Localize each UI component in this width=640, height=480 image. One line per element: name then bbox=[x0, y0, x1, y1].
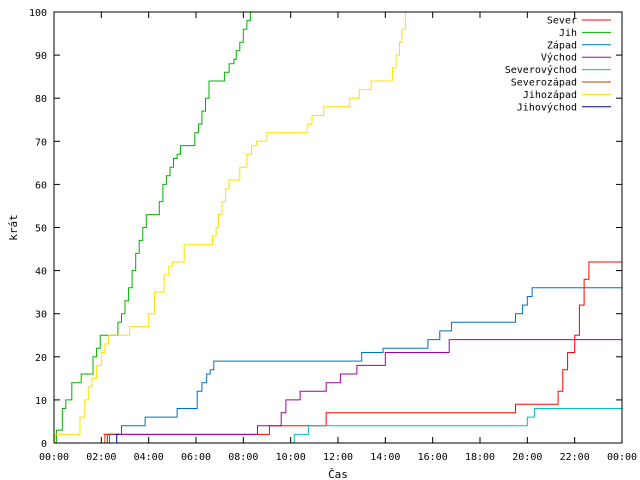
x-axis-label: Čas bbox=[328, 468, 348, 480]
x-tick-label: 02:00 bbox=[86, 452, 116, 463]
x-tick-label: 14:00 bbox=[370, 452, 400, 463]
x-tick-label: 04:00 bbox=[134, 452, 164, 463]
legend: SeverJihZápadVýchodSeverovýchodSeverozáp… bbox=[505, 16, 611, 113]
legend-label: Severozápad bbox=[511, 77, 577, 89]
y-axis-label: krát bbox=[7, 214, 20, 241]
y-tick-label: 100 bbox=[29, 8, 47, 19]
series-line-4 bbox=[293, 408, 622, 444]
y-tick-label: 30 bbox=[35, 310, 47, 321]
legend-label: Jih bbox=[559, 28, 577, 39]
x-tick-label: 08:00 bbox=[228, 452, 258, 463]
legend-label: Západ bbox=[547, 39, 577, 51]
y-tick-label: 40 bbox=[35, 267, 47, 278]
series-line-3 bbox=[106, 339, 622, 444]
x-tick-label: 20:00 bbox=[512, 452, 542, 463]
plot-lines bbox=[54, 12, 622, 444]
y-tick-label: 80 bbox=[35, 94, 47, 105]
y-tick-label: 10 bbox=[35, 396, 47, 407]
x-tick-label: 18:00 bbox=[465, 452, 495, 463]
x-tick-label: 10:00 bbox=[276, 452, 306, 463]
y-axis-ticks: 0 10 20 30 40 50 60 70 80 90 100 bbox=[29, 8, 622, 450]
series-line-1 bbox=[54, 12, 251, 444]
series-line-6 bbox=[54, 12, 406, 444]
legend-label: Jihozápad bbox=[523, 89, 577, 101]
y-tick-label: 90 bbox=[35, 51, 47, 62]
x-tick-label: 00:00 bbox=[607, 452, 637, 463]
x-tick-label: 00:00 bbox=[39, 452, 69, 463]
x-tick-label: 22:00 bbox=[560, 452, 590, 463]
x-axis-ticks: 00:00 02:00 04:00 06:00 08:00 10:00 12:00 14:00… bbox=[39, 12, 637, 463]
x-tick-label: 16:00 bbox=[418, 452, 448, 463]
y-tick-label: 0 bbox=[41, 439, 47, 450]
y-tick-label: 20 bbox=[35, 353, 47, 364]
series-line-0 bbox=[103, 261, 622, 435]
y-tick-label: 60 bbox=[35, 180, 47, 191]
legend-label: Severovýchod bbox=[505, 64, 577, 76]
legend-label: Východ bbox=[541, 52, 577, 64]
series-line-2 bbox=[108, 287, 622, 444]
y-tick-label: 70 bbox=[35, 137, 47, 148]
y-tick-label: 50 bbox=[35, 224, 47, 235]
legend-label: Jihovýchod bbox=[517, 101, 577, 113]
x-tick-label: 06:00 bbox=[181, 452, 211, 463]
legend-label: Sever bbox=[547, 16, 577, 27]
x-tick-label: 12:00 bbox=[323, 452, 353, 463]
